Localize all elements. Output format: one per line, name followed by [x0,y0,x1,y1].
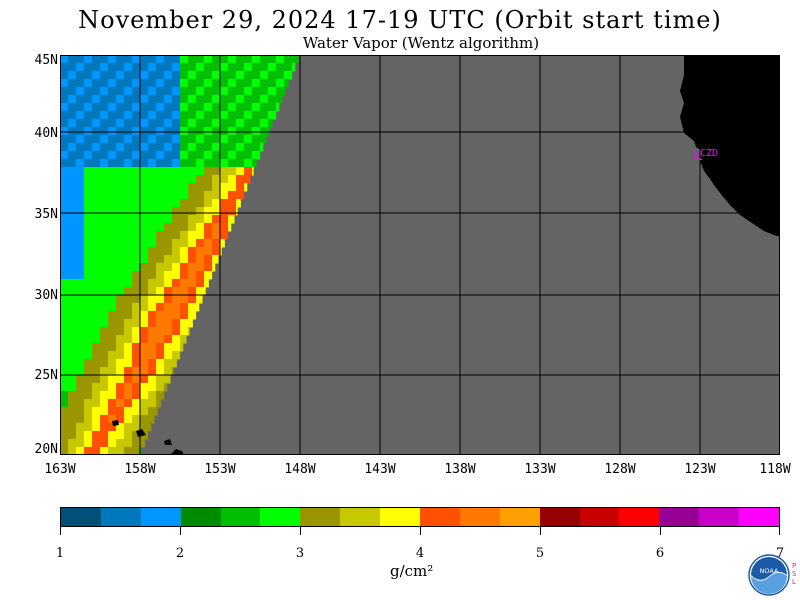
colorbar-tick-6: 6 [655,546,665,561]
lon-label-133w: 133W [524,462,556,477]
lon-label-128w: 128W [604,462,636,477]
colorbar-tick-1: 1 [55,546,65,561]
lon-label-138w: 138W [444,462,476,477]
lon-label-148w: 148W [284,462,316,477]
colorbar-swatch-8 [340,508,381,526]
map-title: November 29, 2024 17-19 UTC (Orbit start… [78,6,722,34]
czd-station-marker: CZD [693,148,718,161]
lon-label-143w: 143W [364,462,396,477]
water-vapor-map: CZD [60,55,780,455]
colorbar-tick-5: 5 [535,546,545,561]
hawaii-island-kauai [112,420,119,426]
colorbar-tick-4: 4 [415,546,425,561]
colorbar-swatch-7 [300,508,341,526]
lat-lon-grid [60,55,780,455]
land-mask [112,55,780,455]
colorbar-swatch-1 [61,508,101,526]
lon-label-158w: 158W [124,462,156,477]
lat-label-25n: 25N [34,368,58,383]
colorbar-tick-2: 2 [175,546,185,561]
colorbar-swatch-16 [659,508,700,526]
lat-label-20n: 20N [34,442,58,457]
colorbar-swatch-11 [459,508,500,526]
lat-label-35n: 35N [34,207,58,222]
colorbar-swatch-14 [579,508,620,526]
noaa-logo-icon: NOAA [748,554,790,596]
water-vapor-swath [60,55,299,455]
colorbar-swatch-2 [100,508,141,526]
lon-label-153w: 153W [204,462,236,477]
lat-label-30n: 30N [34,288,58,303]
hawaii-island-maui [164,439,172,445]
colorbar-swatch-3 [140,508,181,526]
station-icon [693,150,703,161]
colorbar-swatch-12 [499,508,540,526]
logo-wordmark: NOAA [760,567,779,575]
colorbar [60,507,780,527]
colorbar-swatch-15 [619,508,660,526]
colorbar-swatch-9 [380,508,421,526]
lat-label-45n: 45N [34,53,58,68]
colorbar-swatch-17 [699,508,740,526]
map-canvas: CZD [60,55,780,455]
station-label: CZD [700,148,718,159]
colorbar-units: g/cm² [390,562,434,580]
lat-label-40n: 40N [34,126,58,141]
colorbar-swatch-6 [260,508,301,526]
colorbar-swatch-10 [420,508,460,526]
colorbar-swatch-5 [220,508,261,526]
lon-label-118w: 118W [759,462,791,477]
north-america-coast [680,55,780,237]
colorbar-swatch-18 [739,508,780,526]
colorbar-swatch-4 [180,508,221,526]
colorbar-tick-7: 7 [775,546,785,561]
colorbar-tick-3: 3 [295,546,305,561]
colorbar-swatch-13 [539,508,580,526]
map-subtitle: Water Vapor (Wentz algorithm) [302,34,540,52]
hawaii-island-big [170,449,184,455]
hawaii-island-oahu [136,429,146,437]
lon-label-163w: 163W [44,462,76,477]
lon-label-123w: 123W [684,462,716,477]
